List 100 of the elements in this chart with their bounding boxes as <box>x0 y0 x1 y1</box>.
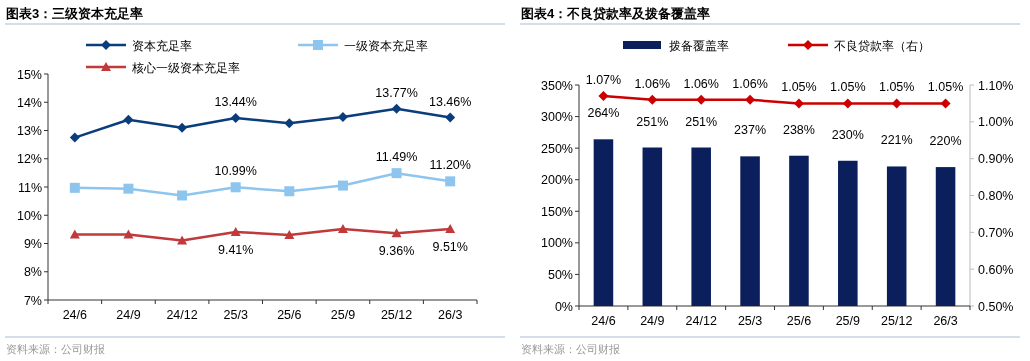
point <box>230 182 241 193</box>
y-tick-label: 8% <box>23 265 42 280</box>
data-label: 13.44% <box>214 95 257 110</box>
text: 资料来源：公司财报 <box>6 343 105 355</box>
data-label: 1.06% <box>634 76 671 91</box>
y-tick-label: 50% <box>547 267 573 282</box>
x-tick-label: 24/12 <box>685 314 717 328</box>
x-tick-label: 24/6 <box>62 308 88 322</box>
chart-title: 图表3：三级资本充足率 <box>6 6 144 21</box>
data-label: 9.41% <box>217 242 254 257</box>
data-label: 1.05% <box>927 80 964 95</box>
point <box>230 226 241 236</box>
point <box>337 111 348 122</box>
y-tick-label: 11% <box>17 180 42 195</box>
bar <box>691 147 711 306</box>
y2-tick-label: 0.50% <box>978 299 1014 314</box>
point <box>445 224 456 234</box>
data-label: 1.06% <box>683 76 719 91</box>
data-label: 10.99% <box>214 164 257 179</box>
x-tick-label: 25/12 <box>881 314 913 328</box>
point <box>284 186 295 197</box>
y2-tick-label: 0.60% <box>978 262 1014 277</box>
point <box>598 91 609 102</box>
y-tick-label: 100% <box>541 236 573 251</box>
point <box>69 182 80 193</box>
point <box>177 235 188 245</box>
data-label: 230% <box>831 127 864 142</box>
y-tick-label: 0% <box>554 299 573 314</box>
x-tick-label: 25/3 <box>737 314 763 328</box>
x-tick-label: 26/3 <box>933 314 958 328</box>
y2-tick-label: 1.00% <box>978 115 1014 130</box>
point <box>230 113 241 124</box>
y-tick-label: 7% <box>23 293 42 308</box>
point <box>337 180 348 191</box>
y-tick-label: 12% <box>16 152 42 167</box>
point <box>940 98 951 109</box>
bar <box>642 147 663 306</box>
point <box>391 228 402 238</box>
point <box>69 132 80 143</box>
point <box>123 183 134 194</box>
bar <box>886 166 907 306</box>
legend-label: 拨备覆盖率 <box>669 38 729 53</box>
point <box>891 98 902 109</box>
y-tick-label: 250% <box>541 141 573 156</box>
y-tick-label: 200% <box>541 173 573 188</box>
data-label: 9.36% <box>378 244 415 259</box>
y2-tick-label: 0.90% <box>978 152 1014 167</box>
chart-title: 图表4：不良贷款率及拨备覆盖率 <box>521 6 711 21</box>
x-tick-label: 26/3 <box>438 308 463 322</box>
point <box>177 190 188 201</box>
data-label: 221% <box>880 133 913 148</box>
data-label: 11.49% <box>375 150 418 165</box>
x-tick-label: 25/9 <box>835 314 861 328</box>
legend-label: 一级资本充足率 <box>344 38 428 53</box>
y-tick-label: 13% <box>16 124 42 138</box>
point <box>793 98 804 109</box>
x-tick-label: 24/9 <box>116 308 141 322</box>
point <box>391 103 402 114</box>
x-tick-label: 25/9 <box>330 308 356 322</box>
y-tick-label: 10% <box>16 208 42 223</box>
point <box>123 114 134 125</box>
point <box>391 168 402 179</box>
point <box>177 122 188 133</box>
data-label: 237% <box>734 123 767 138</box>
legend-label: 资本充足率 <box>132 38 192 53</box>
y-tick-label: 14% <box>16 95 42 110</box>
y-tick-label: 9% <box>23 237 42 251</box>
bar <box>593 139 614 306</box>
data-label: 1.05% <box>781 80 817 95</box>
y-tick-label: 150% <box>541 204 573 219</box>
y-tick-label: 350% <box>541 78 573 93</box>
data-label: 220% <box>929 134 962 149</box>
data-label: 1.06% <box>732 76 768 91</box>
y2-tick-label: 1.10% <box>978 78 1014 93</box>
data-label: 1.05% <box>830 80 866 95</box>
bar <box>789 155 809 306</box>
data-label: 1.07% <box>585 73 622 88</box>
data-label: 251% <box>685 114 718 129</box>
data-label: 13.46% <box>428 94 472 109</box>
y-tick-label: 15% <box>16 67 42 82</box>
x-tick-label: 25/12 <box>380 308 413 322</box>
point <box>647 94 658 105</box>
legend-label: 核心一级资本充足率 <box>131 60 240 75</box>
bar <box>838 160 858 306</box>
y2-tick-label: 0.70% <box>978 225 1014 240</box>
point <box>445 176 456 187</box>
data-label: 1.05% <box>878 80 915 95</box>
data-label: 9.51% <box>432 240 468 255</box>
point <box>842 98 853 109</box>
bar <box>935 167 956 306</box>
point <box>337 224 348 234</box>
data-label: 238% <box>782 122 815 137</box>
y-tick-label: 300% <box>541 110 573 125</box>
legend-label: 不良贷款率（右） <box>834 38 930 53</box>
y2-tick-label: 0.80% <box>978 189 1014 203</box>
x-tick-label: 25/6 <box>786 314 812 328</box>
text: 资料来源：公司财报 <box>521 343 620 355</box>
x-tick-label: 24/12 <box>166 308 198 322</box>
point <box>745 94 756 105</box>
point <box>284 118 295 129</box>
